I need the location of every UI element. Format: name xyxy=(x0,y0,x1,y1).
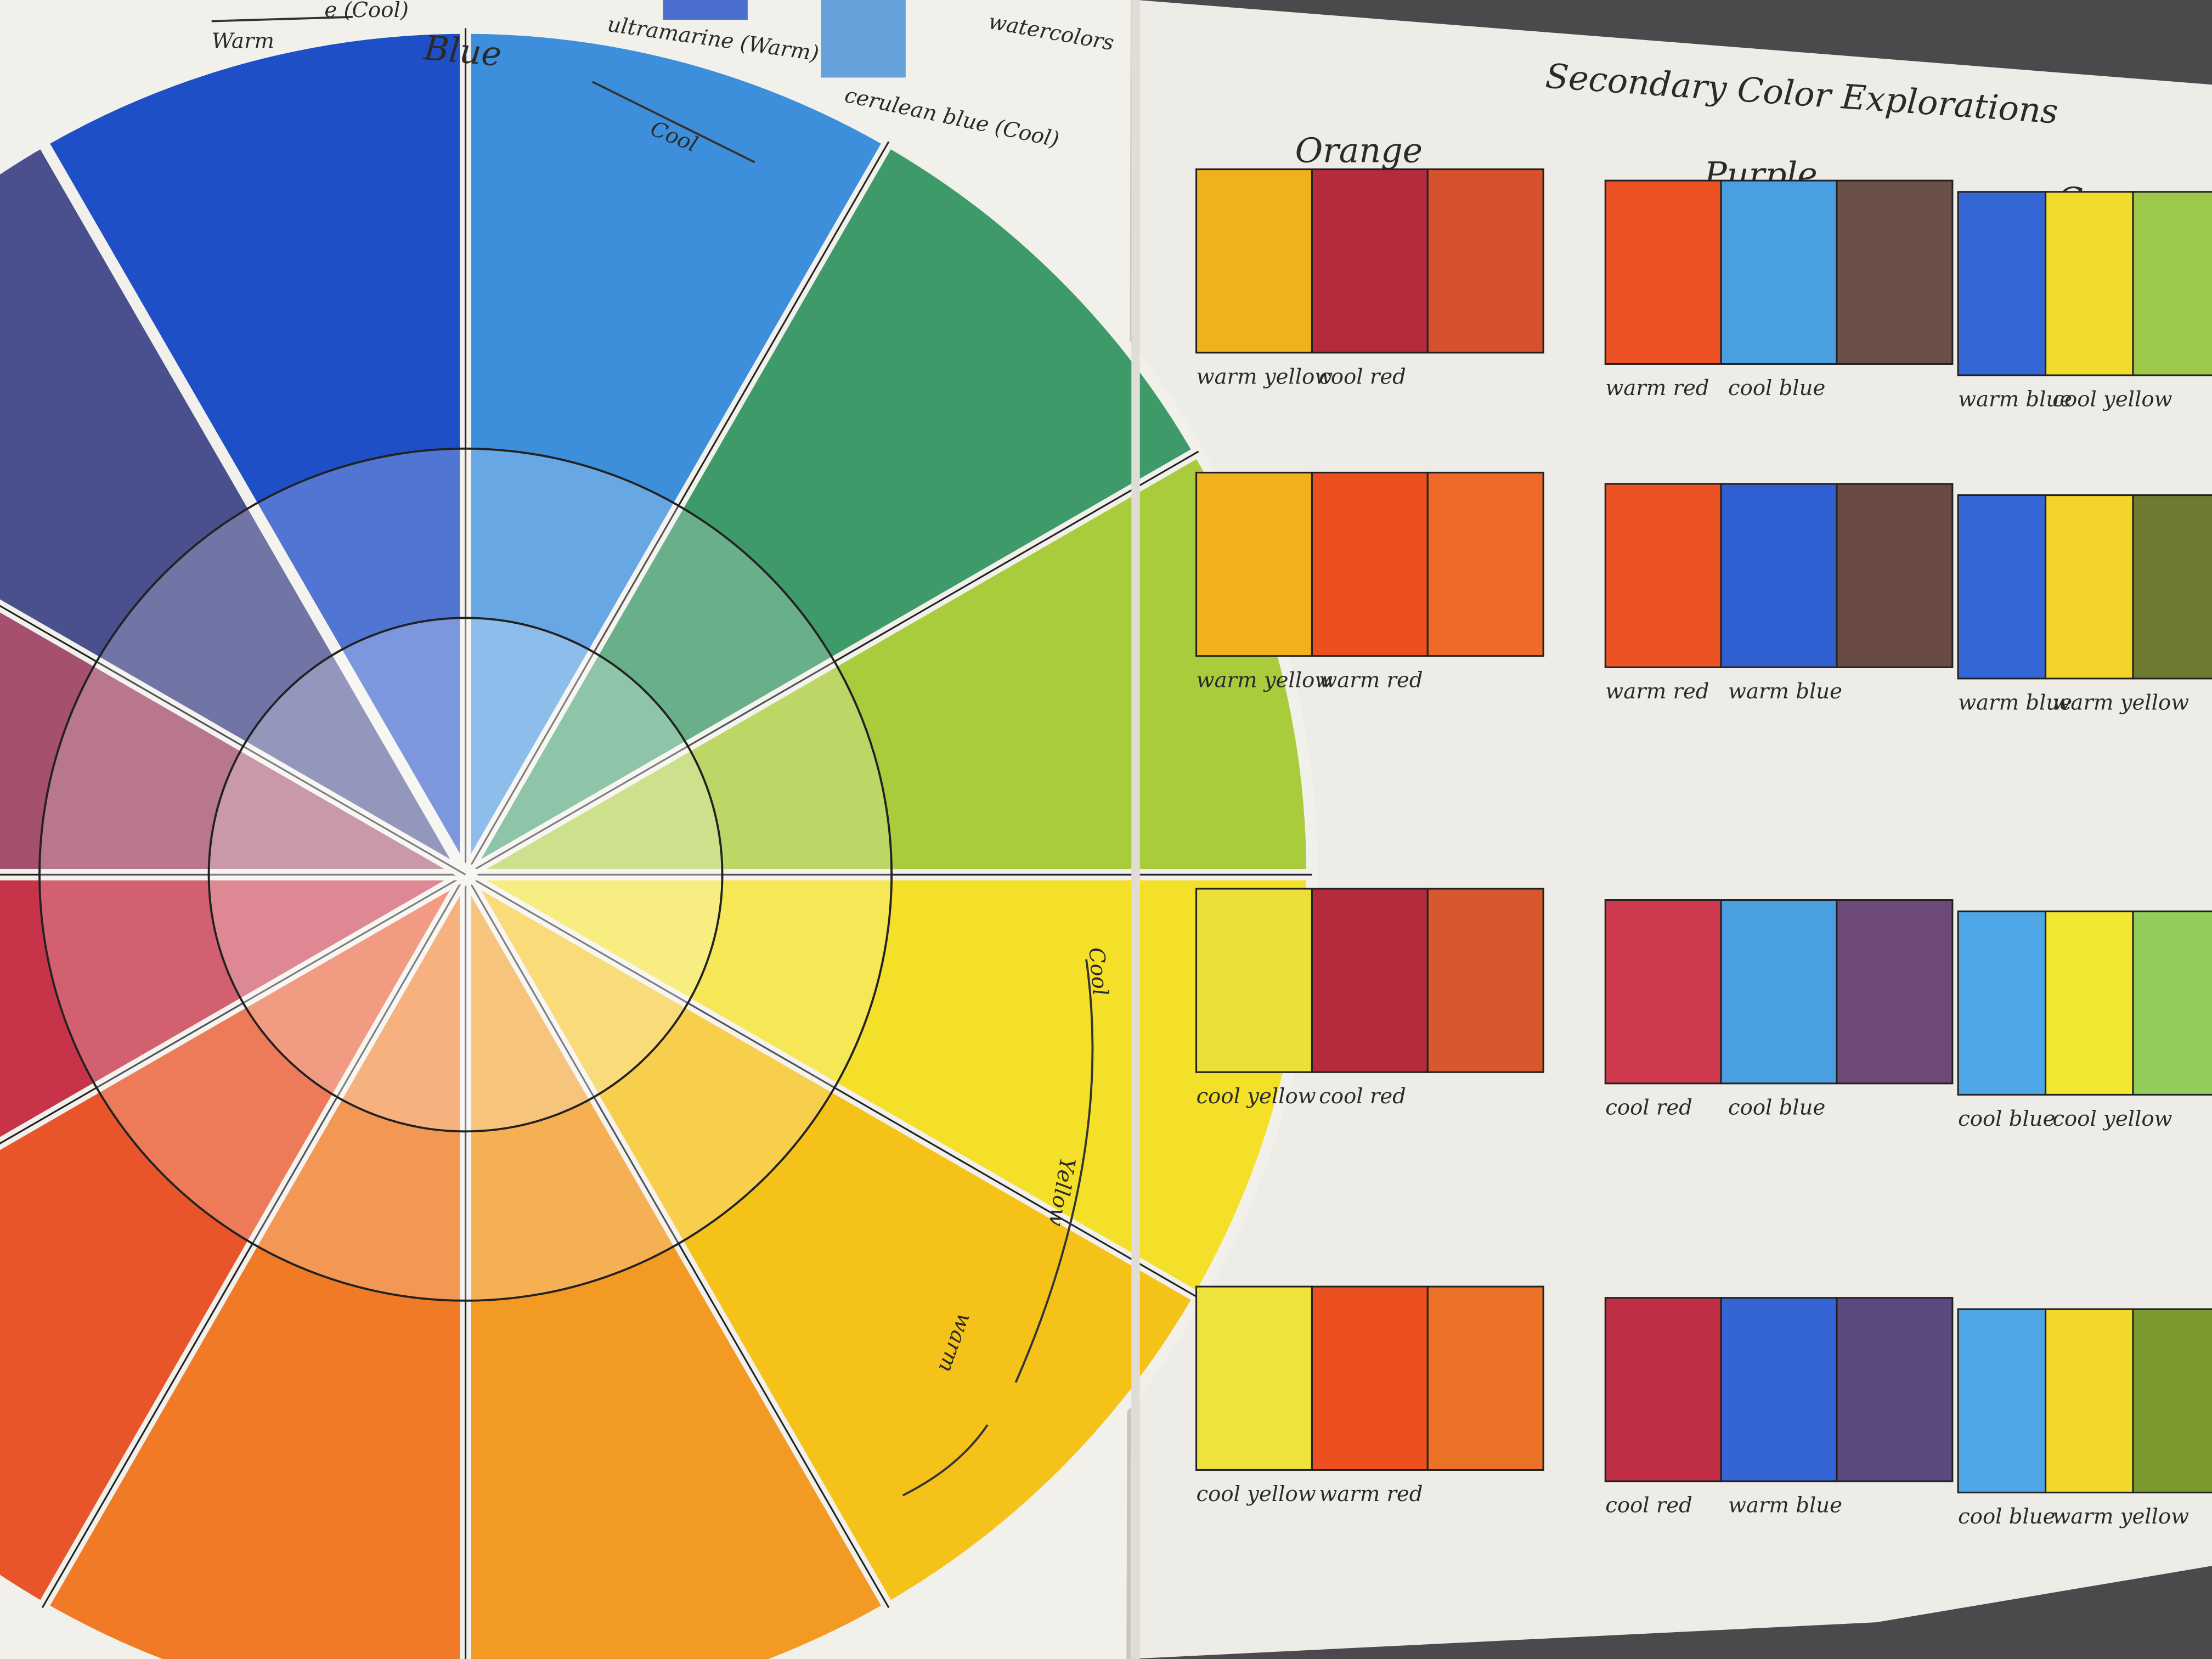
paint-swatch xyxy=(1836,899,1954,1085)
paint-swatch xyxy=(1957,494,2047,680)
wheel-segment xyxy=(0,134,481,890)
page-cover xyxy=(1131,0,1140,1659)
paint-swatch xyxy=(1836,179,1954,365)
swatch-label: cool yellow xyxy=(1197,1084,1316,1109)
wheel-divider xyxy=(41,874,466,1609)
paint-swatch xyxy=(1195,471,1313,657)
pen-line xyxy=(211,15,353,22)
paint-swatch xyxy=(1195,888,1313,1073)
pen-line xyxy=(592,81,755,163)
wheel-segment xyxy=(450,859,1206,1616)
paint-swatch xyxy=(1311,888,1429,1073)
swatch-label: warm red xyxy=(1605,679,1709,704)
paint-swatch xyxy=(1311,1285,1429,1471)
wheel-divider xyxy=(0,873,466,1144)
swatch-label: cool blue xyxy=(1728,376,1825,400)
swatch-label: cool yellow xyxy=(2052,1107,2172,1131)
swatch-label: warm blue xyxy=(1728,1493,1842,1518)
wheel-segment xyxy=(35,853,471,1659)
swatch-label: warm yellow xyxy=(1197,364,1333,389)
handwriting: e (Cool) xyxy=(324,0,408,22)
paint-swatch xyxy=(1426,168,1544,354)
paint-swatch xyxy=(1720,1297,1838,1482)
swatch-label: warm red xyxy=(1319,1482,1423,1506)
paint-swatch xyxy=(2132,191,2212,376)
paint-swatch xyxy=(2045,494,2134,680)
paint-swatch xyxy=(2045,191,2134,376)
swatch-label: cool blue xyxy=(1958,1504,2055,1529)
swatch-label: cool red xyxy=(1605,1095,1692,1120)
swatch-label: warm blue xyxy=(1728,679,1842,704)
paint-sample xyxy=(663,0,748,20)
handwriting: Cool xyxy=(1084,946,1113,997)
swatch-label: warm red xyxy=(1605,376,1709,400)
handwriting: Warm xyxy=(212,29,274,53)
paint-swatch xyxy=(2132,494,2212,680)
swatch-label: warm blue xyxy=(1958,387,2072,412)
wheel-ring xyxy=(38,447,893,1302)
paint-swatch xyxy=(1957,1308,2047,1494)
wheel-divider xyxy=(465,141,890,876)
paint-swatch xyxy=(1957,191,2047,376)
swatch-label: warm yellow xyxy=(1197,668,1333,692)
paint-swatch xyxy=(2045,910,2134,1096)
paint-swatch xyxy=(1426,471,1544,657)
paint-swatch xyxy=(1604,179,1722,365)
wheel-segment xyxy=(0,859,481,1616)
wheel-segment xyxy=(460,22,897,896)
paint-swatch xyxy=(1604,899,1722,1085)
paint-swatch xyxy=(1426,888,1544,1073)
swatch-label: cool yellow xyxy=(2052,387,2172,412)
tint-ring xyxy=(208,618,723,1132)
paint-swatch xyxy=(2045,1308,2134,1494)
paint-swatch xyxy=(1195,1285,1313,1471)
paint-sample xyxy=(821,0,906,78)
paint-swatch xyxy=(1604,483,1722,668)
wheel-divider xyxy=(465,874,890,1609)
swatch-label: cool red xyxy=(1319,364,1406,389)
wheel-segment xyxy=(0,869,487,1150)
swatch-label: warm red xyxy=(1319,668,1423,692)
wheel-segment xyxy=(450,134,1206,890)
swatch-label: cool yellow xyxy=(1197,1482,1316,1506)
paint-swatch xyxy=(1311,471,1429,657)
paint-swatch xyxy=(2132,1308,2212,1494)
wheel-divider xyxy=(465,450,1199,876)
right-page xyxy=(1128,0,2212,1659)
wheel-segment xyxy=(460,853,897,1659)
wheel-divider xyxy=(0,605,466,876)
paint-swatch xyxy=(2132,910,2212,1096)
paint-swatch xyxy=(1426,1285,1544,1471)
color-wheel xyxy=(0,22,1318,1659)
swatch-label: cool blue xyxy=(1728,1095,1825,1120)
swatch-label: warm yellow xyxy=(2052,690,2189,715)
tint-ring xyxy=(40,448,892,1301)
swatch-label: warm yellow xyxy=(2052,1504,2189,1529)
paint-swatch xyxy=(1720,899,1838,1085)
paint-swatch xyxy=(1720,179,1838,365)
handwriting: Blue xyxy=(422,28,503,74)
paint-swatch xyxy=(1195,168,1313,354)
wheel-segment xyxy=(35,22,471,896)
wheel-divider xyxy=(465,873,1199,1299)
paint-swatch xyxy=(1836,483,1954,668)
pen-line xyxy=(902,959,1094,1497)
paint-swatch xyxy=(1957,910,2047,1096)
swatch-label: cool red xyxy=(1605,1493,1692,1518)
paint-swatch xyxy=(1311,168,1429,354)
paint-swatch xyxy=(1604,1297,1722,1482)
paint-swatch xyxy=(1836,1297,1954,1482)
swatch-label: warm blue xyxy=(1958,690,2072,715)
paint-swatch xyxy=(1720,483,1838,668)
wheel-ring xyxy=(207,617,724,1133)
swatch-label: cool red xyxy=(1319,1084,1406,1109)
swatch-label: cool blue xyxy=(1958,1107,2055,1131)
column-header: Orange xyxy=(1295,131,1423,171)
